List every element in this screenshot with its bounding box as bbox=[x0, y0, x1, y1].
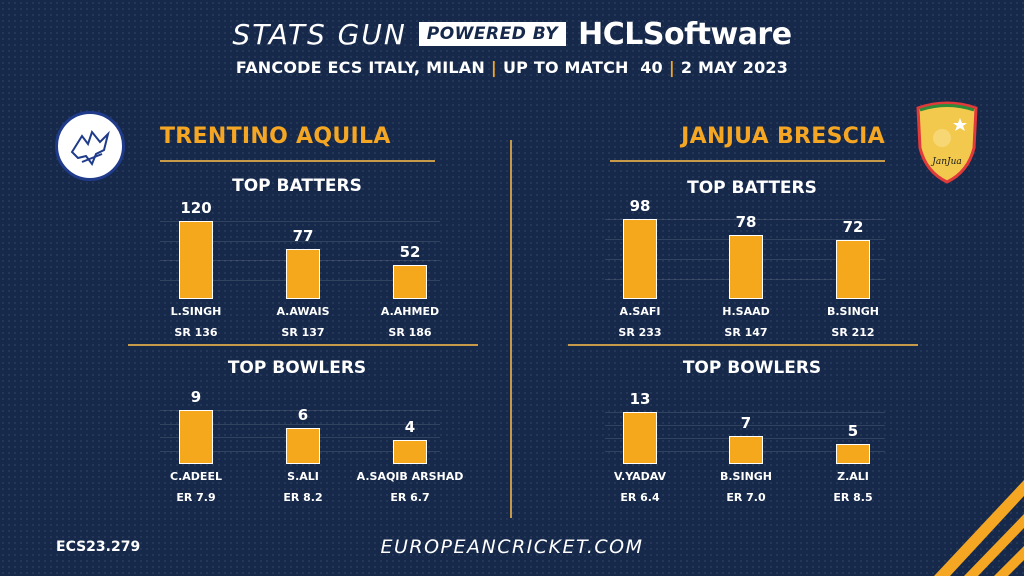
bar-stat-label: ER 6.4 bbox=[620, 491, 660, 504]
right-team-underline bbox=[610, 160, 885, 162]
janjua-brescia-shield-icon: JanJua bbox=[916, 101, 978, 184]
left-team-name: TRENTINO AQUILA bbox=[160, 124, 391, 149]
bar-stat-label: ER 7.0 bbox=[726, 491, 766, 504]
bar-value-label: 9 bbox=[190, 388, 202, 406]
bar-stat-label: ER 8.2 bbox=[283, 491, 323, 504]
chart-bar bbox=[286, 428, 320, 464]
chart-bar bbox=[836, 240, 870, 299]
bar-stat-label: ER 6.7 bbox=[390, 491, 430, 504]
bar-stat-label: ER 8.5 bbox=[833, 491, 873, 504]
corner-stripes-decoration bbox=[934, 480, 1024, 576]
chart-bar bbox=[393, 440, 427, 464]
bar-category-label: L.SINGH bbox=[170, 305, 222, 318]
chart-bar bbox=[393, 265, 427, 299]
chart-gridline bbox=[605, 219, 885, 220]
bar-value-label: 6 bbox=[297, 406, 309, 424]
subtitle-separator: | bbox=[668, 58, 675, 77]
bar-value-label: 120 bbox=[180, 199, 212, 217]
chart-bar bbox=[179, 410, 213, 464]
bar-value-label: 77 bbox=[292, 227, 314, 245]
bar-category-label: A.AHMED bbox=[380, 305, 440, 318]
bar-category-label: S.ALI bbox=[287, 470, 319, 483]
left-team-underline bbox=[160, 160, 435, 162]
right-team-name: JANJUA BRESCIA bbox=[681, 124, 885, 149]
website-label: EUROPEANCRICKET.COM bbox=[380, 536, 644, 558]
bar-category-label: A.SAQIB ARSHAD bbox=[356, 470, 464, 483]
chart-gridline bbox=[160, 423, 440, 425]
sponsor-logo-text: HCLSoftware bbox=[578, 16, 792, 52]
section-divider bbox=[128, 344, 478, 346]
section-title: TOP BATTERS bbox=[687, 178, 817, 198]
bar-value-label: 7 bbox=[740, 414, 752, 432]
brand-header: STATS GUN POWERED BY HCLSoftware bbox=[0, 14, 1024, 54]
shield-logo-text: JanJua bbox=[930, 157, 962, 167]
bar-category-label: C.ADEEL bbox=[170, 470, 222, 483]
chart-gridline bbox=[160, 410, 440, 411]
bar-stat-label: SR 186 bbox=[388, 326, 432, 339]
bar-value-label: 52 bbox=[399, 243, 421, 261]
bar-category-label: B.SINGH bbox=[826, 305, 880, 318]
chart-bar bbox=[623, 412, 657, 464]
bar-category-label: A.AWAIS bbox=[276, 305, 330, 318]
bar-value-label: 5 bbox=[847, 422, 859, 440]
bar-value-label: 13 bbox=[629, 390, 651, 408]
bar-category-label: V.YADAV bbox=[613, 470, 667, 483]
powered-by-badge: POWERED BY bbox=[418, 22, 567, 46]
chart-bar bbox=[179, 221, 213, 299]
subtitle-match: UP TO MATCH 40 bbox=[502, 58, 663, 77]
subtitle-date: 2 MAY 2023 bbox=[680, 58, 789, 77]
bar-stat-label: ER 7.9 bbox=[176, 491, 216, 504]
chart-bar bbox=[286, 249, 320, 299]
section-title: TOP BOWLERS bbox=[682, 358, 822, 378]
bar-category-label: Z.ALI bbox=[837, 470, 869, 483]
section-divider bbox=[568, 344, 918, 346]
bar-stat-label: SR 137 bbox=[281, 326, 325, 339]
chart-bar bbox=[729, 235, 763, 299]
center-divider bbox=[510, 140, 512, 518]
chart-bar bbox=[729, 436, 763, 464]
bar-stat-label: SR 136 bbox=[174, 326, 218, 339]
subtitle-location: FANCODE ECS ITALY, MILAN bbox=[235, 58, 485, 77]
bar-value-label: 4 bbox=[404, 418, 416, 436]
bar-stat-label: SR 233 bbox=[618, 326, 662, 339]
match-subtitle: FANCODE ECS ITALY, MILAN | UP TO MATCH 40 |… bbox=[0, 58, 1024, 77]
chart-bar bbox=[836, 444, 870, 464]
bar-stat-label: SR 147 bbox=[724, 326, 768, 339]
bar-category-label: B.SINGH bbox=[719, 470, 773, 483]
bar-category-label: H.SAAD bbox=[722, 305, 770, 318]
chart-gridline bbox=[605, 425, 885, 426]
chart-gridline bbox=[160, 240, 440, 242]
eagle-logo-icon bbox=[55, 111, 125, 181]
chart-gridline bbox=[160, 221, 440, 222]
bar-value-label: 98 bbox=[629, 197, 651, 215]
bar-value-label: 72 bbox=[842, 218, 864, 236]
bar-stat-label: SR 212 bbox=[831, 326, 875, 339]
stats-gun-title: STATS GUN bbox=[232, 17, 407, 51]
bar-category-label: A.SAFI bbox=[619, 305, 661, 318]
chart-bar bbox=[623, 219, 657, 299]
graphic-code: ECS23.279 bbox=[56, 539, 141, 555]
section-title: TOP BATTERS bbox=[232, 176, 362, 196]
bar-value-label: 78 bbox=[735, 213, 757, 231]
section-title: TOP BOWLERS bbox=[227, 358, 367, 378]
chart-gridline bbox=[605, 412, 885, 413]
subtitle-separator: | bbox=[490, 58, 497, 77]
